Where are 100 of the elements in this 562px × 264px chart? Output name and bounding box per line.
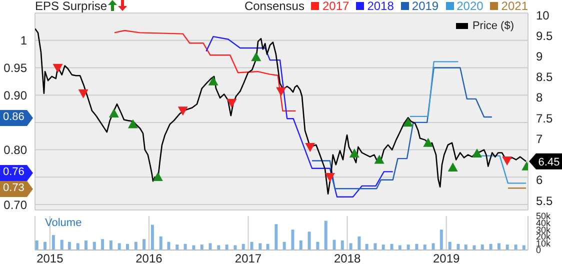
legend-title: Consensus	[244, 0, 304, 12]
bar	[316, 242, 320, 250]
bar	[92, 242, 96, 250]
bar	[282, 242, 286, 250]
bar	[208, 243, 212, 250]
y-tick-label: 0.95	[4, 60, 28, 75]
point	[52, 64, 63, 73]
point	[226, 98, 237, 108]
legend-label: 2020	[456, 0, 484, 12]
bar	[415, 244, 418, 250]
legend-label: 2021	[500, 0, 528, 12]
x-tick-label: 2015	[36, 252, 64, 264]
bar	[522, 245, 526, 250]
y2-tick-label: 10	[536, 8, 550, 22]
point	[349, 148, 360, 158]
bar	[423, 244, 426, 250]
x-tick-label: 2018	[334, 252, 361, 264]
line-series	[206, 36, 394, 198]
bar	[406, 244, 410, 250]
bar	[506, 244, 509, 250]
bar	[242, 244, 245, 250]
text: 0.86	[3, 110, 24, 122]
point	[448, 162, 458, 172]
line-series	[311, 67, 493, 190]
bar	[299, 240, 302, 250]
bar	[176, 244, 179, 250]
y2-tick-label: 9	[536, 50, 543, 64]
bar	[159, 236, 162, 250]
bar	[464, 244, 468, 250]
point	[108, 108, 119, 118]
bar	[332, 240, 336, 250]
point	[472, 148, 482, 158]
bar	[340, 240, 344, 250]
bar	[101, 239, 104, 250]
bar	[472, 245, 476, 250]
point	[78, 89, 88, 98]
line-series	[114, 30, 296, 112]
bar	[60, 240, 64, 250]
legend-label: Price ($)	[471, 20, 514, 32]
y-tick-label: 0.80	[4, 143, 28, 158]
y-tick-label: 0.70	[4, 198, 28, 212]
point	[374, 154, 384, 164]
bar	[480, 244, 484, 250]
point	[128, 119, 138, 128]
bar	[266, 244, 270, 250]
bar	[390, 244, 394, 250]
bar	[52, 235, 55, 250]
y2-tick-label: 8	[536, 90, 543, 105]
point	[324, 173, 335, 182]
bar	[358, 236, 361, 250]
bar	[382, 244, 385, 250]
bar	[134, 242, 138, 250]
bar	[234, 245, 237, 250]
point	[502, 156, 512, 166]
y-tick-label: 1	[20, 34, 28, 48]
point	[251, 52, 262, 62]
text: 0.76	[3, 166, 24, 178]
bar	[324, 220, 328, 250]
bar	[142, 239, 146, 250]
bar	[225, 244, 228, 250]
bar	[274, 224, 278, 250]
data-label: 6.45	[538, 156, 560, 168]
legend-label: 2018	[366, 0, 394, 12]
bar	[250, 242, 254, 250]
bar	[440, 230, 443, 250]
bar	[184, 244, 187, 250]
bar	[109, 240, 112, 250]
y2-tick-label: 8.5	[536, 70, 554, 84]
point	[276, 87, 286, 96]
bar	[35, 240, 38, 250]
bar	[514, 244, 518, 250]
x-tick-label: 2016	[136, 252, 163, 264]
text: 0.73	[3, 182, 24, 194]
bar	[365, 244, 368, 250]
bar	[398, 245, 402, 250]
bar	[84, 240, 88, 250]
point	[403, 118, 414, 127]
bar	[217, 245, 220, 250]
y2-tick-label: 7	[536, 132, 543, 146]
x-tick-label: 2019	[432, 252, 460, 264]
bar	[349, 243, 352, 250]
bar	[308, 232, 311, 250]
bar	[291, 230, 294, 250]
y2-tick-label: 9.5	[536, 28, 554, 43]
bar	[118, 243, 121, 250]
bar	[126, 244, 129, 250]
y-tick-label: 0.90	[4, 88, 28, 102]
y2-tick-label: 6	[536, 173, 543, 188]
y2-tick-label: 7.5	[536, 111, 554, 126]
legend-label: 2017	[321, 0, 350, 12]
bar	[258, 243, 262, 250]
bar	[150, 224, 154, 250]
x-tick-label: 2017	[234, 252, 262, 264]
bar	[167, 242, 170, 250]
point	[152, 172, 163, 182]
point	[178, 106, 188, 116]
bar	[200, 244, 204, 250]
bar	[448, 242, 452, 250]
bar	[497, 243, 500, 250]
point	[305, 142, 316, 152]
